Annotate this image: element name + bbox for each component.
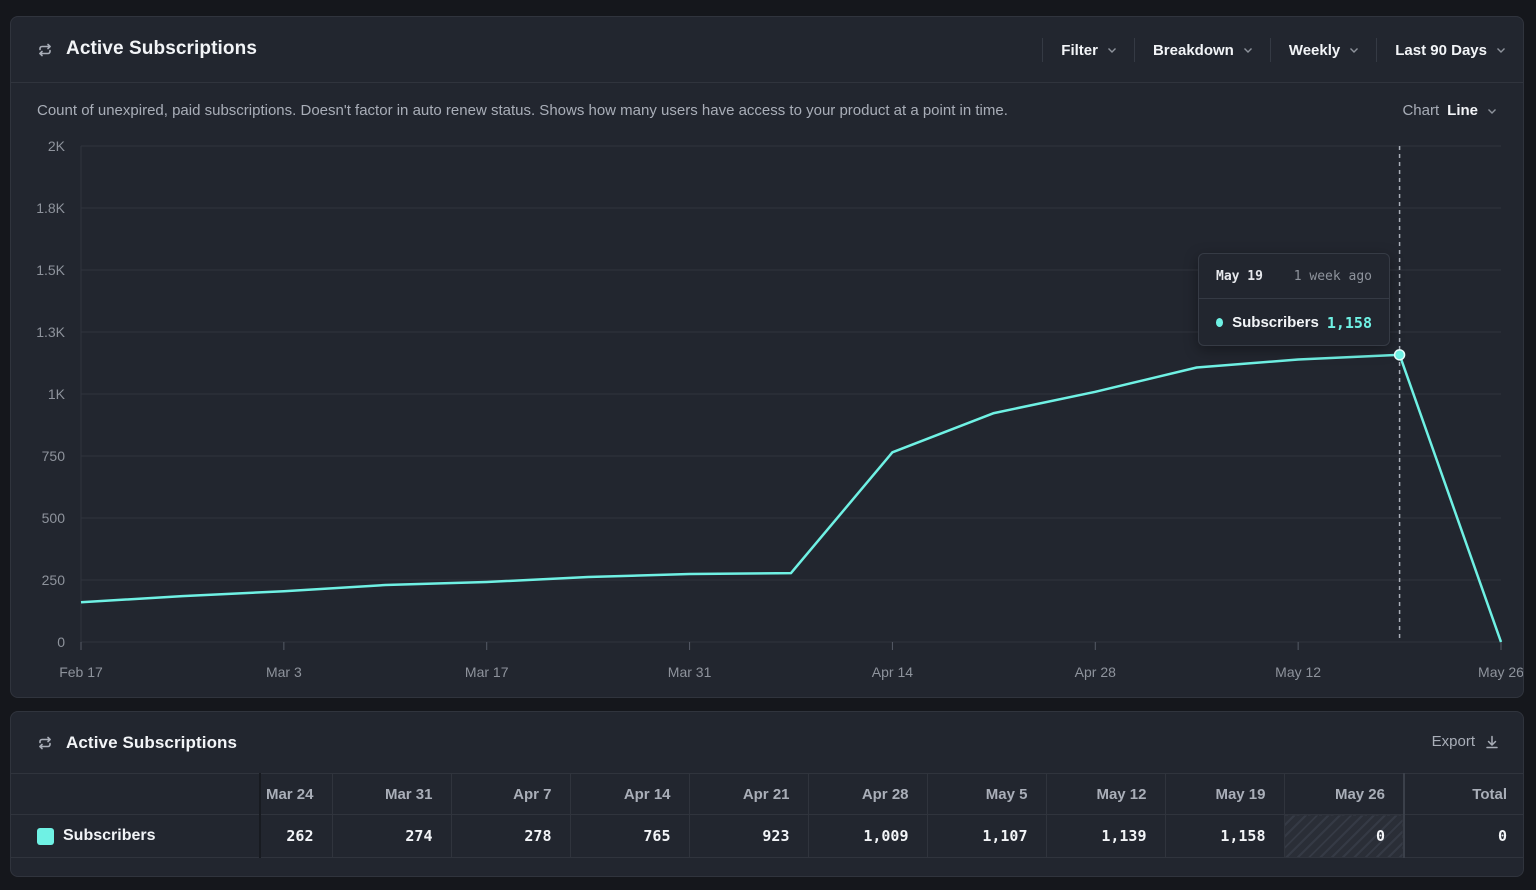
x-tick-label: Mar 17 [465, 664, 509, 680]
y-tick-label: 250 [42, 572, 66, 588]
column-header[interactable]: Apr 21 [688, 773, 808, 815]
highlight-point [1393, 349, 1406, 361]
y-tick-label: 500 [42, 510, 66, 526]
y-tick-label: 1.8K [36, 200, 65, 216]
filter-label: Filter [1061, 41, 1098, 59]
chevron-down-icon [1497, 48, 1505, 53]
table-cell: 262 [259, 814, 332, 858]
name-column-header [11, 773, 260, 815]
total-cell: 0 [1403, 814, 1523, 858]
export-label: Export [1431, 733, 1475, 750]
row-name: Subscribers [63, 827, 156, 844]
x-tick-label: May 12 [1275, 664, 1321, 680]
y-tick-label: 750 [42, 448, 66, 464]
table-cell-incomplete: 0 [1283, 814, 1404, 858]
resolution-dropdown[interactable]: Weekly [1269, 38, 1376, 62]
line-chart[interactable]: 0 250 500 750 1K 1.3K 1.5K 1.8K 2K Feb 17 Mar 3 Mar… [11, 17, 1524, 698]
table-header-row: Mar 24 Mar 31 Apr 7 Apr 14 Apr 21 Apr 28… [11, 773, 1523, 815]
column-header[interactable]: Mar 31 [331, 773, 451, 815]
table-cell: 1,009 [807, 814, 927, 858]
column-header[interactable]: Apr 7 [450, 773, 570, 815]
chart-description: Count of unexpired, paid subscriptions. … [37, 102, 1008, 119]
column-header[interactable]: May 19 [1164, 773, 1284, 815]
column-header[interactable]: Apr 14 [569, 773, 689, 815]
download-icon [1486, 735, 1498, 748]
x-tick-label: Mar 31 [668, 664, 712, 680]
chart-type-dropdown[interactable]: Chart Line [1402, 102, 1497, 119]
column-header[interactable]: May 12 [1045, 773, 1165, 815]
repeat-icon [39, 736, 51, 750]
tooltip-series-name: Subscribers [1232, 314, 1319, 331]
chart-panel: Active Subscriptions Filter Breakdown We… [10, 16, 1524, 698]
column-header[interactable]: Apr 28 [807, 773, 927, 815]
resolution-label: Weekly [1288, 41, 1341, 59]
data-table: Mar 24 Mar 31 Apr 7 Apr 14 Apr 21 Apr 28… [11, 773, 1523, 858]
tooltip-header: May 19 1 week ago [1199, 254, 1389, 299]
y-tick-label: 1.5K [36, 262, 65, 278]
table-cell: 1,107 [926, 814, 1046, 858]
chart-panel-header: Active Subscriptions Filter Breakdown We… [11, 17, 1523, 83]
tooltip-value: 1,158 [1326, 313, 1372, 332]
export-button[interactable]: Export [1432, 733, 1499, 750]
column-header[interactable]: Mar 24 [259, 773, 332, 815]
tooltip-date: May 19 [1216, 268, 1263, 284]
chart-type-value: Line [1447, 102, 1478, 119]
series-dot-icon [1216, 318, 1224, 327]
table-cell: 274 [331, 814, 451, 858]
table-cell: 1,158 [1164, 814, 1284, 858]
column-header[interactable]: May 26 [1283, 773, 1404, 815]
repeat-icon [39, 43, 51, 57]
table-panel: Active Subscriptions Export Mar 24 Mar 3… [10, 711, 1524, 877]
column-header[interactable]: May 5 [926, 773, 1046, 815]
table-cell: 923 [688, 814, 808, 858]
chevron-down-icon [1107, 48, 1116, 53]
chevron-down-icon [1350, 48, 1359, 53]
chart-title: Active Subscriptions [66, 38, 257, 59]
chevron-down-icon [1243, 48, 1252, 53]
date-range-label: Last 90 Days [1395, 41, 1487, 59]
breakdown-dropdown[interactable]: Breakdown [1133, 38, 1270, 62]
x-tick-label: May 26 [1478, 664, 1524, 680]
tooltip-relative-time: 1 week ago [1293, 268, 1372, 284]
series-line-subscribers [80, 353, 1503, 643]
chevron-down-icon [1488, 108, 1496, 114]
y-tick-label: 2K [48, 138, 66, 154]
tooltip-body: Subscribers 1,158 [1199, 299, 1389, 346]
chart-type-label: Chart [1402, 102, 1440, 119]
y-tick-label: 0 [57, 634, 65, 650]
series-swatch-icon [37, 827, 54, 845]
total-column-header[interactable]: Total [1403, 773, 1523, 815]
chart-controls: Filter Breakdown Weekly Last 90 Days [1042, 17, 1523, 83]
chart-tooltip: May 19 1 week ago Subscribers 1,158 [1198, 253, 1390, 346]
x-tick-label: Feb 17 [59, 664, 103, 680]
table-cell: 1,139 [1045, 814, 1165, 858]
date-range-dropdown[interactable]: Last 90 Days [1376, 38, 1523, 62]
filter-dropdown[interactable]: Filter [1042, 38, 1134, 62]
y-tick-label: 1K [48, 386, 66, 402]
table-row: Subscribers 262 274 278 765 923 1,009 1,… [11, 814, 1523, 858]
breakdown-label: Breakdown [1152, 41, 1234, 59]
x-tick-label: Apr 14 [872, 664, 913, 680]
x-tick-label: Apr 28 [1075, 664, 1116, 680]
row-name-cell: Subscribers [11, 814, 260, 858]
table-cell: 278 [450, 814, 570, 858]
x-tick-label: Mar 3 [266, 664, 302, 680]
table-cell: 765 [569, 814, 689, 858]
table-title: Active Subscriptions [66, 733, 238, 752]
y-tick-label: 1.3K [36, 324, 65, 340]
